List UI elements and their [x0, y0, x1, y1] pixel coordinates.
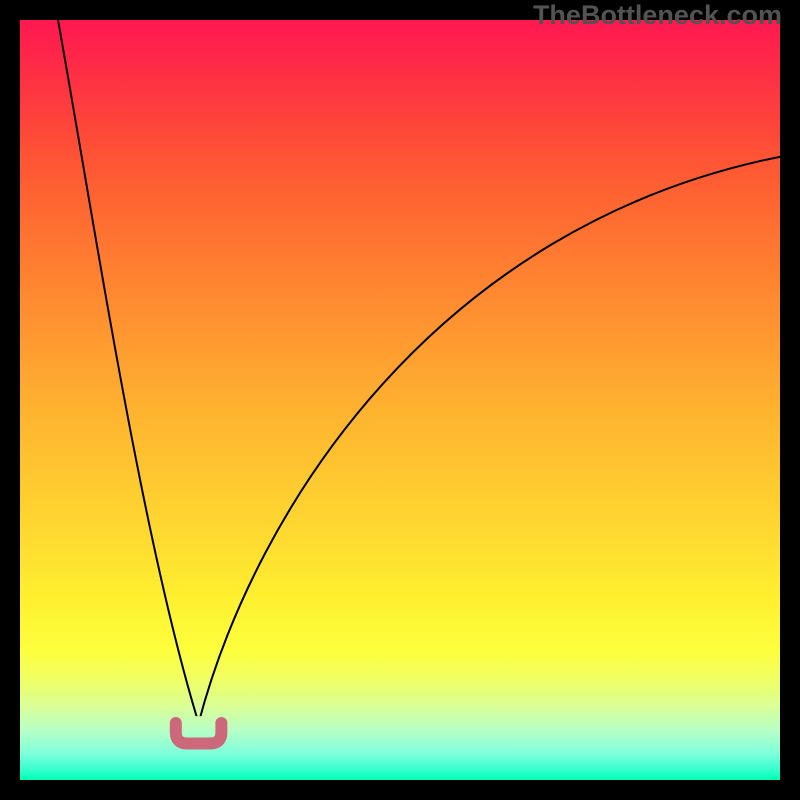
watermark-text: TheBottleneck.com — [533, 0, 782, 31]
gradient-background — [20, 20, 780, 780]
plot-svg — [20, 20, 780, 780]
